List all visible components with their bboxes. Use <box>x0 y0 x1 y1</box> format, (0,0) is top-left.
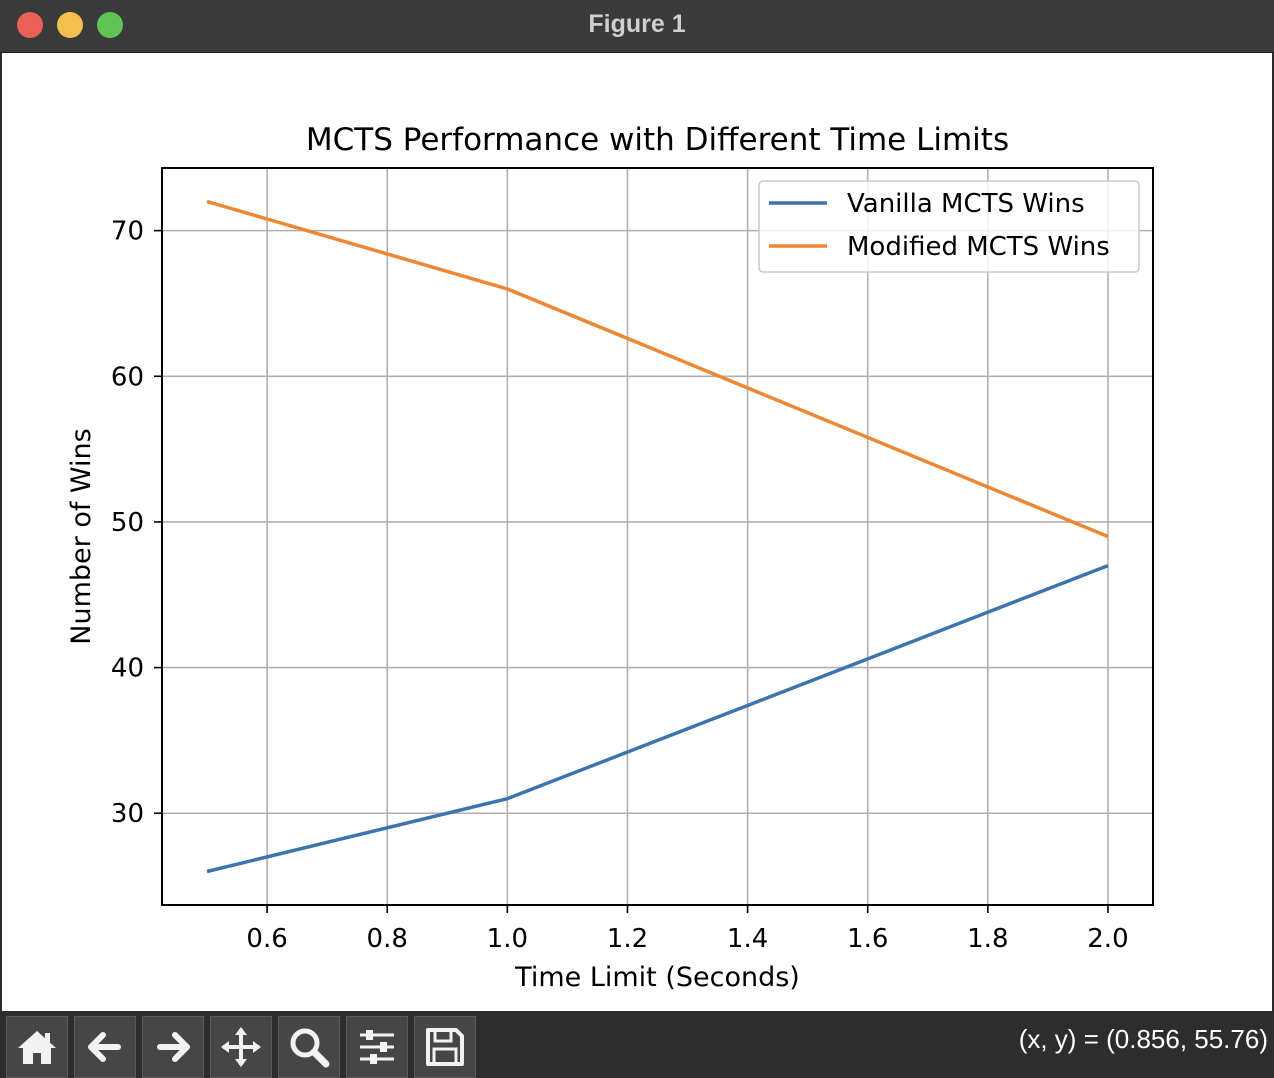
y-tick-label: 30 <box>111 799 144 829</box>
y-axis-label: Number of Wins <box>66 428 97 644</box>
home-button[interactable] <box>6 1016 68 1078</box>
save-button[interactable] <box>414 1016 476 1078</box>
arrow-right-icon <box>157 1032 190 1062</box>
plot-area <box>162 168 1153 905</box>
y-tick-label: 40 <box>111 654 144 684</box>
maximize-window-button[interactable] <box>97 12 123 38</box>
legend-box <box>758 180 1140 273</box>
arrow-left-icon <box>88 1032 121 1062</box>
legend-label: Vanilla MCTS Wins <box>847 189 1085 219</box>
line-chart: 0.6 0.8 1.0 1.2 1.4 1.6 1.8 2.0 30 40 50 60 70 MCTS P… <box>66 122 1154 993</box>
sliders-icon <box>360 1030 394 1064</box>
chart-title: MCTS Performance with Different Time Lim… <box>306 122 1009 158</box>
x-tick-label: 1.8 <box>967 924 1008 954</box>
x-tick-label: 2.0 <box>1087 924 1128 954</box>
title-bar: Figure 1 <box>0 0 1274 53</box>
axes-frame <box>161 167 1154 906</box>
window-title: Figure 1 <box>588 10 686 38</box>
x-tick-label: 1.2 <box>607 924 648 954</box>
y-tick-label: 50 <box>111 508 144 538</box>
legend-label: Modified MCTS Wins <box>847 232 1110 262</box>
back-button[interactable] <box>74 1016 136 1078</box>
floppy-disk-icon <box>426 1028 464 1066</box>
figure-canvas[interactable]: 0.6 0.8 1.0 1.2 1.4 1.6 1.8 2.0 30 40 50 60 70 MCTS P… <box>2 53 1272 1011</box>
forward-button[interactable] <box>142 1016 204 1078</box>
home-icon <box>18 1031 56 1064</box>
cursor-coordinates: (x, y) = (0.856, 55.76) <box>1018 1024 1268 1054</box>
navigation-toolbar <box>0 1011 1274 1078</box>
minimize-window-button[interactable] <box>57 12 83 38</box>
x-tick-label: 1.0 <box>487 924 528 954</box>
x-tick-label: 1.4 <box>727 924 768 954</box>
pan-button[interactable] <box>210 1016 272 1078</box>
zoom-button[interactable] <box>278 1016 340 1078</box>
configure-subplots-button[interactable] <box>346 1016 408 1078</box>
move-icon <box>221 1027 261 1067</box>
y-tick-label: 70 <box>111 217 144 247</box>
close-window-button[interactable] <box>17 12 43 38</box>
series-line <box>206 199 1109 539</box>
x-tick-label: 0.8 <box>367 924 408 954</box>
y-tick-label: 60 <box>111 362 144 392</box>
series-line <box>206 563 1109 874</box>
x-axis-label: Time Limit (Seconds) <box>514 962 800 993</box>
x-tick-label: 1.6 <box>847 924 888 954</box>
x-tick-label: 0.6 <box>246 924 287 954</box>
magnifier-icon <box>290 1028 330 1068</box>
